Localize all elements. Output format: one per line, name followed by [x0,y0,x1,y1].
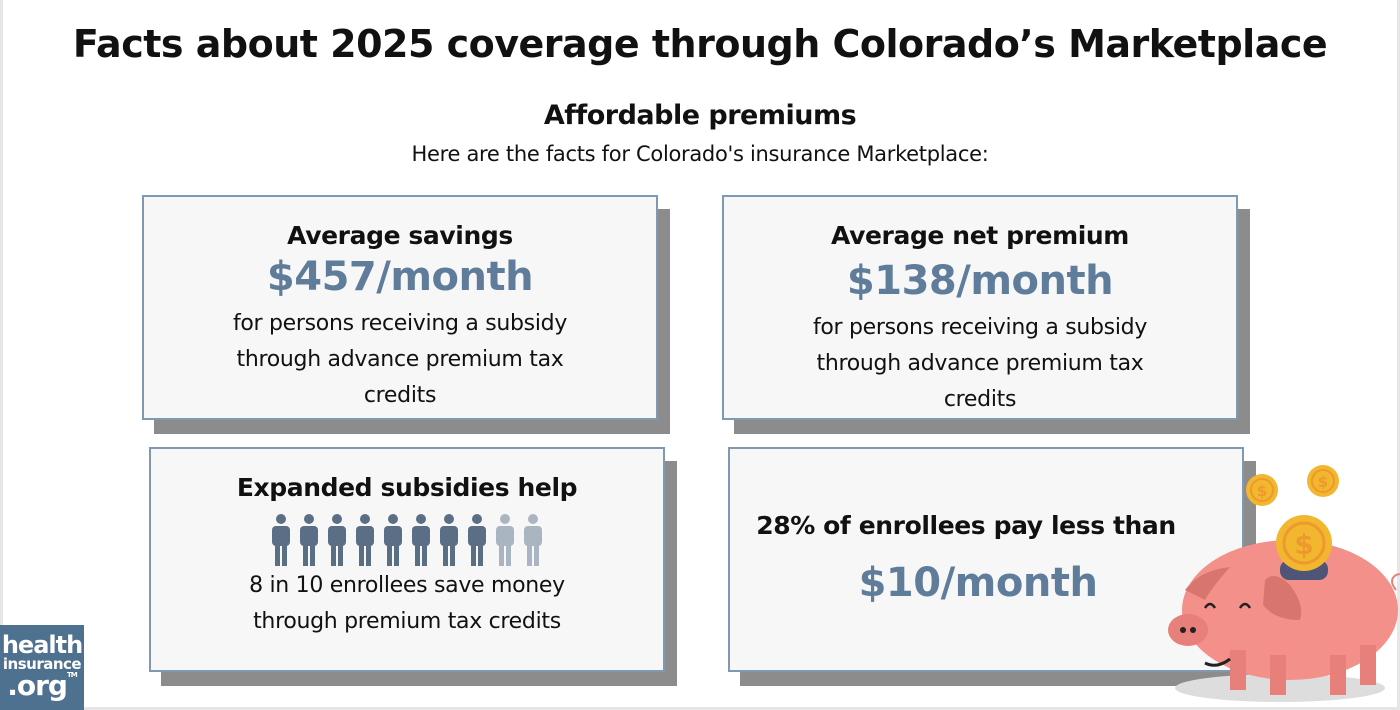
coin-icon: $ [1307,465,1339,497]
piggy-bank-illustration: $ $ $ [1168,465,1400,702]
subtitle: Affordable premiums [543,100,857,131]
card-desc: for persons receiving a subsidy through … [812,315,1148,412]
logo-line3: .org [7,669,68,702]
card-desc: for persons receiving a subsidy through … [232,311,568,408]
person-icon [440,514,458,566]
card-value: $138/month [846,258,1114,304]
person-icon [468,514,486,566]
card-low-premium: 28% of enrollees pay less than $10/month [728,447,1244,672]
page-title: Facts about 2025 coverage through Colora… [72,22,1328,66]
logo-line1: health [1,631,83,659]
svg-text:$: $ [1257,482,1267,500]
card-title: Average savings [287,221,513,250]
person-icon [384,514,402,566]
logo-tm: TM [66,671,78,679]
logo-line2: insurance [2,655,82,673]
person-icon [496,514,514,566]
card-desc: 8 in 10 enrollees save money through pre… [249,573,565,634]
healthinsurance-org-logo: health insurance .orgTM [0,625,84,710]
people-icons [151,514,663,566]
intro-text: Here are the facts for Colorado's insura… [411,142,989,166]
card-value: $457/month [266,254,534,300]
coin-icon: $ [1276,515,1332,571]
card-value: $10/month [858,560,1098,606]
card-title: Average net premium [831,221,1129,250]
card-title: 28% of enrollees pay less than [756,511,1176,540]
person-icon [300,514,318,566]
person-icon [272,514,290,566]
svg-text:$: $ [1318,473,1328,491]
person-icon [328,514,346,566]
person-icon [524,514,542,566]
svg-text:$: $ [1294,528,1313,561]
person-icon [412,514,430,566]
card-average-net-premium: Average net premium $138/month for perso… [722,195,1238,420]
card-average-savings: Average savings $457/month for persons r… [142,195,658,420]
coin-icon: $ [1246,474,1278,506]
person-icon [356,514,374,566]
card-expanded-subsidies: Expanded subsidies help 8 in 10 enrollee… [149,447,665,672]
card-title: Expanded subsidies help [236,473,578,502]
